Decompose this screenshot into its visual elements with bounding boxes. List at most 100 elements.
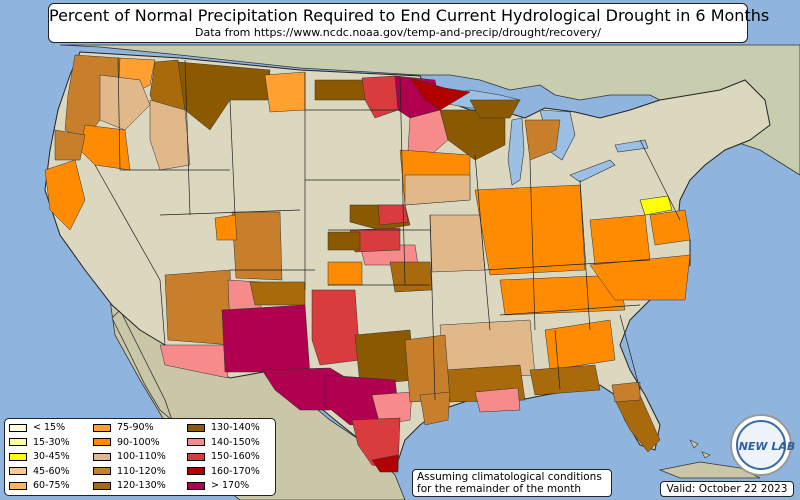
region-or-south-110: [54, 129, 86, 161]
legend-label: 45-60%: [33, 465, 70, 477]
legend-item: > 170%: [187, 480, 249, 492]
legend-item: 140-150%: [187, 437, 260, 449]
region-ne-150: [377, 204, 409, 226]
legend-item: 30-45%: [9, 451, 70, 463]
legend-swatch: [93, 481, 111, 490]
legend-label: 140-150%: [211, 436, 260, 448]
region-oh-wv-90: [589, 214, 651, 266]
legend-label: 150-160%: [211, 451, 260, 462]
new-lab-logo: NEW LAB: [730, 414, 795, 476]
region-tx-central-130: [354, 329, 416, 386]
legend-label: 130-140%: [211, 422, 260, 433]
legend-item: 130-140%: [187, 422, 260, 434]
region-fl-north-110: [611, 381, 641, 403]
region-co-110: [231, 211, 283, 281]
state-borders: [94, 57, 681, 401]
map-subtitle: Data from https://www.ncdc.noaa.gov/temp…: [195, 26, 601, 39]
legend-swatch: [93, 423, 111, 432]
region-ks-130: [327, 231, 361, 251]
legend-swatch: [187, 452, 205, 461]
legend-swatch: [187, 438, 205, 446]
region-md-30: [639, 195, 673, 216]
legend-swatch: [187, 467, 205, 475]
legend-item: 45-60%: [9, 466, 70, 478]
region-mn-west-150: [361, 75, 399, 119]
legend-item: 110-120%: [93, 466, 166, 478]
legend-item: 150-160%: [187, 451, 260, 463]
region-ar-110: [404, 334, 451, 403]
lake-erie: [569, 159, 616, 183]
region-az-south-140: [159, 344, 229, 379]
legend-label: > 170%: [211, 480, 250, 491]
legend-label: 75-90%: [117, 422, 154, 433]
region-tx-south-140: [371, 391, 413, 426]
region-tx-panhandle-150: [311, 289, 361, 366]
legend-item: 75-90%: [93, 422, 154, 434]
note-line-1: Assuming climatological conditions: [417, 471, 602, 483]
legend-swatch: [9, 467, 27, 475]
legend-swatch: [187, 423, 205, 432]
legend-swatch: [93, 438, 111, 446]
region-mo-100: [429, 214, 486, 273]
region-mi-110: [524, 119, 561, 161]
canada-land: [59, 44, 800, 176]
legend-swatch: [93, 467, 111, 475]
legend-item: 160-170%: [187, 466, 260, 478]
assumption-note: Assuming climatological conditions for t…: [412, 469, 612, 497]
baja-land: [111, 309, 173, 422]
region-tx-tip-160: [371, 454, 399, 473]
logo-globe-icon: NEW LAB: [736, 420, 795, 470]
lake-michigan: [507, 117, 525, 186]
legend: < 15% 15-30% 30-45% 45-60% 60-75% 75-90% 90-10…: [4, 418, 276, 496]
logo-text: NEW LAB: [738, 440, 796, 453]
legend-swatch: [93, 452, 111, 461]
region-mi-north-130: [469, 99, 521, 119]
title-box: Percent of Normal Precipitation Required…: [48, 3, 769, 43]
region-nm-120: [249, 281, 306, 306]
legend-swatch: [9, 438, 27, 446]
region-ut-90: [214, 214, 238, 241]
region-wi-130: [439, 109, 506, 161]
legend-item: < 15%: [9, 422, 65, 434]
region-gulf-120: [529, 364, 601, 396]
region-il-in-90: [474, 184, 586, 276]
note-line-2: for the remainder of the month: [417, 483, 582, 495]
legend-label: 110-120%: [117, 465, 166, 477]
region-or-central-100: [99, 74, 151, 131]
region-nm-170: [221, 304, 311, 376]
legend-item: 90-100%: [93, 437, 160, 449]
cuba-land: [658, 461, 761, 479]
region-mt-east-75: [264, 71, 306, 113]
region-ky-tn-90: [499, 274, 626, 316]
region-va-90: [649, 209, 691, 246]
legend-label: 160-170%: [211, 465, 260, 477]
legend-swatch: [9, 423, 27, 432]
legend-label: 60-75%: [33, 480, 70, 491]
lake-ontario: [614, 139, 649, 153]
legend-label: 90-100%: [117, 436, 160, 448]
legend-item: 120-130%: [93, 480, 166, 492]
region-ok-120: [389, 261, 433, 293]
legend-label: < 15%: [33, 422, 66, 433]
legend-item: 15-30%: [9, 437, 70, 449]
legend-label: 100-110%: [117, 451, 166, 462]
legend-label: 30-45%: [33, 451, 70, 462]
region-la-south-140: [474, 387, 521, 413]
valid-date: Valid: October 22 2023: [660, 481, 794, 497]
region-id-100: [149, 99, 191, 171]
legend-item: 100-110%: [93, 451, 166, 463]
legend-item: 60-75%: [9, 480, 70, 492]
region-ca-north-90: [44, 159, 86, 231]
region-tx-east-110: [419, 391, 451, 426]
bahamas-land: [689, 439, 711, 459]
legend-swatch: [9, 481, 27, 490]
region-nc-90: [589, 254, 691, 301]
legend-swatch: [187, 481, 205, 490]
region-mn-ne-160: [409, 77, 471, 111]
region-ks-90: [327, 261, 363, 286]
region-az-110: [164, 269, 233, 346]
legend-label: 15-30%: [33, 436, 70, 448]
region-ia-100: [404, 174, 471, 206]
legend-swatch: [9, 452, 27, 461]
